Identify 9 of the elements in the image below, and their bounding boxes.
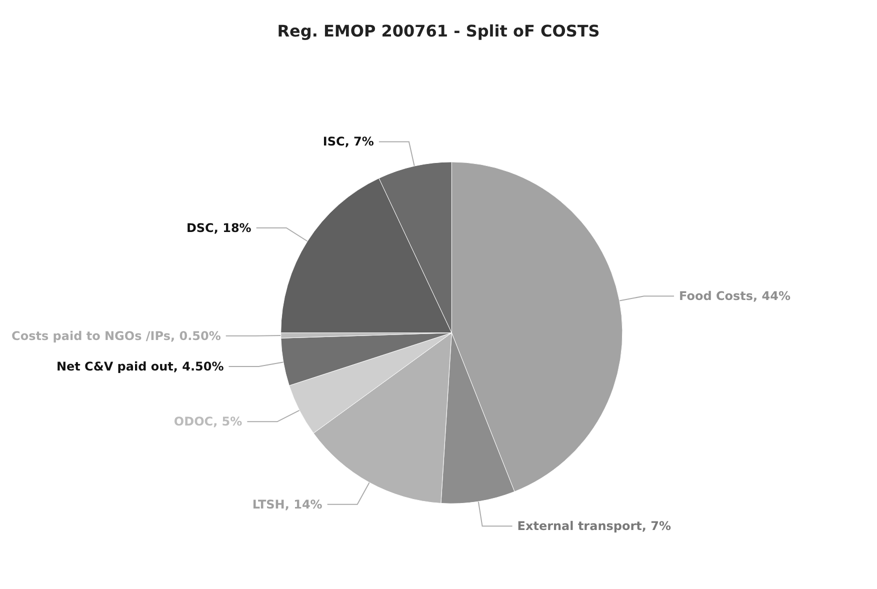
slice-label: Costs paid to NGOs /IPs, 0.50% <box>12 328 221 343</box>
slice-label: External transport, 7% <box>517 519 671 534</box>
slice-label: ODOC, 5% <box>174 414 242 429</box>
slice-label: Food Costs, 44% <box>678 289 790 304</box>
slice-label: DSC, 18% <box>186 220 252 235</box>
slice-label: LTSH, 14% <box>252 497 322 512</box>
slice-label: Net C&V paid out, 4.50% <box>56 359 224 374</box>
slice-label: ISC, 7% <box>322 134 374 149</box>
chart-title: Reg. EMOP 200761 - Split oF COSTS <box>277 22 600 40</box>
